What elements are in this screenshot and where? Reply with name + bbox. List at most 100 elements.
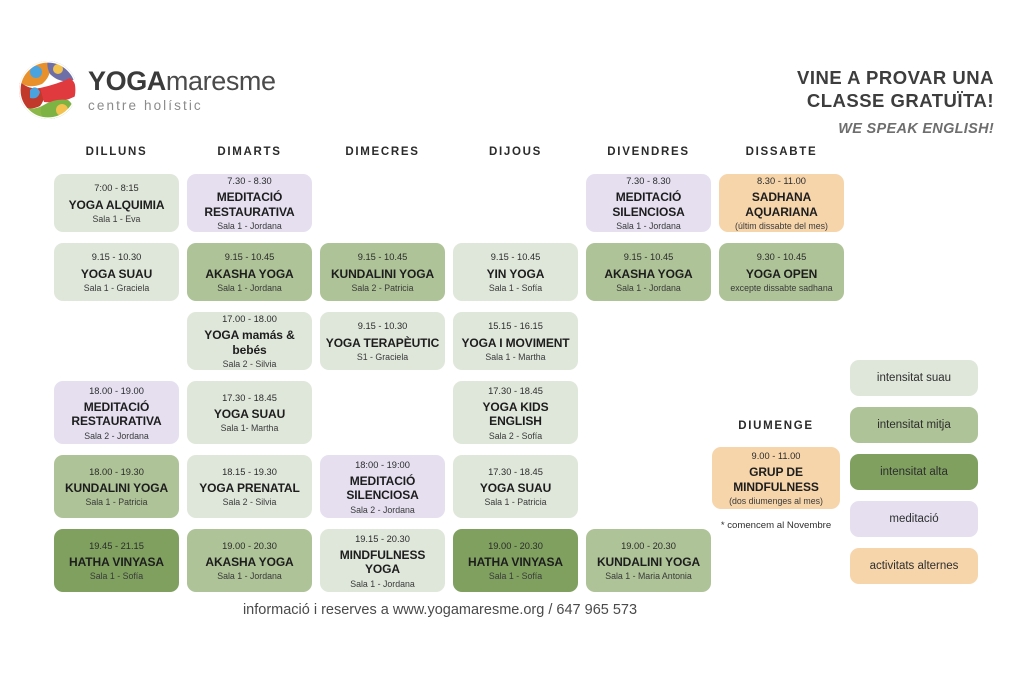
class-title: HATHA VINYASA: [468, 555, 563, 570]
class-time: 18.00 - 19.30: [89, 466, 144, 477]
legend-label: intensitat mitja: [877, 419, 951, 431]
class-card-yoga-i-moviment[interactable]: 15.15 - 16.15 YOGA I MOVIMENT Sala 1 - Mar…: [453, 312, 578, 370]
class-slot: 19.00 - 20.30 HATHA VINYASA Sala 1 - Sofía: [453, 529, 578, 592]
class-card-meditaci-restaurativa[interactable]: 18.00 - 19.00 MEDITACIÓ RESTAURATIVA Sala …: [54, 381, 179, 444]
class-title: MEDITACIÓ SILENCIOSA: [612, 190, 685, 219]
class-card-yoga-alquimia[interactable]: 7:00 - 8:15 YOGA ALQUIMIA Sala 1 - Eva: [54, 174, 179, 232]
yoga-circle-logo-icon: [18, 60, 78, 120]
class-title: KUNDALINI YOGA: [330, 266, 435, 281]
class-title: AKASHA YOGA: [604, 266, 693, 281]
day-column-dimarts: DIMARTS 7.30 - 8.30 MEDITACIÓ RESTAURATIVA…: [187, 146, 312, 603]
class-card-akasha-yoga[interactable]: 9.15 - 10.45 AKASHA YOGA Sala 1 - Jordana: [187, 243, 312, 301]
class-time: 9.15 - 10.45: [623, 252, 674, 263]
class-card-yoga-terap-utic[interactable]: 9.15 - 10.30 YOGA TERAPÈUTIC S1 - Graciela: [320, 312, 445, 370]
class-time: 9.15 - 10.30: [91, 252, 142, 263]
class-time: 7.30 - 8.30: [227, 176, 272, 187]
class-time: 9.15 - 10.30: [357, 321, 408, 332]
class-title: HATHA VINYASA: [69, 555, 164, 570]
brand-title-bold: YOGA: [88, 65, 166, 96]
day-column-dilluns: DILLUNS 7:00 - 8:15 YOGA ALQUIMIA Sala 1 - …: [54, 146, 179, 603]
class-card-grup-de-mindfulness[interactable]: 9.00 - 11.00 GRUP DE MINDFULNESS (dos di…: [712, 447, 840, 509]
day-header-dijous: DIJOUS: [488, 146, 543, 158]
day-column-dimecres: DIMECRES 9.15 - 10.45 KUNDALINI YOGA Sala 2…: [320, 146, 445, 603]
class-room: Sala 1 - Jordana: [217, 571, 282, 582]
class-card-meditaci-restaurativa[interactable]: 7.30 - 8.30 MEDITACIÓ RESTAURATIVA Sala 1 …: [187, 174, 312, 232]
class-room: Sala 1 - Sofía: [488, 282, 543, 293]
class-slot: 9.15 - 10.45 AKASHA YOGA Sala 1 - Jordana: [187, 243, 312, 301]
class-time: 19.15 - 20.30: [355, 533, 410, 544]
class-title: MEDITACIÓ RESTAURATIVA: [204, 190, 295, 219]
class-room: Sala 2 - Silvia: [222, 497, 277, 508]
class-card-yoga-prenatal[interactable]: 18.15 - 19.30 YOGA PRENATAL Sala 2 - Silvi…: [187, 455, 312, 518]
class-room: Sala 2 - Jordana: [84, 430, 149, 441]
class-card-akasha-yoga[interactable]: 9.15 - 10.45 AKASHA YOGA Sala 1 - Jordana: [586, 243, 711, 301]
class-title: YOGA I MOVIMENT: [461, 335, 570, 350]
promo-english: WE SPEAK ENGLISH!: [838, 120, 994, 137]
class-slot: 8.30 - 11.00 SADHANA AQUARIANA (últim diss…: [719, 174, 844, 232]
brand-text: YOGAmaresme centre holístic: [88, 65, 276, 113]
legend-item-meditaci: meditació: [850, 501, 978, 537]
empty-slot: [320, 381, 445, 444]
class-card-sadhana-aquariana[interactable]: 8.30 - 11.00 SADHANA AQUARIANA (últim diss…: [719, 174, 844, 232]
legend-item-activitats-alternes: activitats alternes: [850, 548, 978, 584]
class-slot: 17.00 - 18.00 YOGA mamás & bebés Sala 2 - …: [187, 312, 312, 370]
class-card-yoga-suau[interactable]: 17.30 - 18.45 YOGA SUAU Sala 1 - Patricia: [453, 455, 578, 518]
empty-slot: [719, 312, 844, 370]
class-time: 19.45 - 21.15: [89, 540, 144, 551]
day-header-diumenge: DIUMENGE: [738, 420, 814, 432]
class-card-hatha-vinyasa[interactable]: 19.45 - 21.15 HATHA VINYASA Sala 1 - Sofía: [54, 529, 179, 592]
class-card-mindfulness-yoga[interactable]: 19.15 - 20.30 MINDFULNESS YOGA Sala 1 - Jo…: [320, 529, 445, 592]
class-room: Sala 1 - Jordana: [616, 221, 681, 232]
class-room: Sala 1 - Sofía: [89, 571, 144, 582]
class-slot: 9.15 - 10.30 YOGA SUAU Sala 1 - Graciela: [54, 243, 179, 301]
class-title: AKASHA YOGA: [205, 555, 294, 570]
class-slot: 17.30 - 18.45 YOGA SUAU Sala 1- Martha: [187, 381, 312, 444]
empty-slot: [586, 455, 711, 518]
class-title: GRUP DE MINDFULNESS: [733, 465, 819, 494]
class-card-yoga-suau[interactable]: 9.15 - 10.30 YOGA SUAU Sala 1 - Graciela: [54, 243, 179, 301]
class-slot: 17.30 - 18.45 YOGA KIDS ENGLISH Sala 2 - S…: [453, 381, 578, 444]
legend: intensitat suau intensitat mitja intensita…: [850, 360, 978, 595]
class-time: 9.30 - 10.45: [756, 252, 807, 263]
class-room: excepte dissabte sadhana: [730, 282, 833, 293]
day-header-divendres: DIVENDRES: [607, 146, 690, 158]
class-title: KUNDALINI YOGA: [64, 481, 169, 496]
class-time: 7:00 - 8:15: [94, 183, 139, 194]
class-time: 15.15 - 16.15: [488, 321, 543, 332]
day-header-dissabte: DISSABTE: [745, 146, 818, 158]
class-slot: 15.15 - 16.15 YOGA I MOVIMENT Sala 1 - Mar…: [453, 312, 578, 370]
class-card-yoga-open[interactable]: 9.30 - 10.45 YOGA OPEN excepte dissabte sa…: [719, 243, 844, 301]
empty-slot: [320, 174, 445, 232]
class-room: Sala 1 - Graciela: [83, 282, 150, 293]
class-card-hatha-vinyasa[interactable]: 19.00 - 20.30 HATHA VINYASA Sala 1 - Sofía: [453, 529, 578, 592]
class-title: MEDITACIÓ SILENCIOSA: [346, 473, 419, 503]
class-room: Sala 2 - Patricia: [351, 282, 414, 293]
class-room: Sala 1 - Maria Antonia: [605, 571, 692, 582]
class-card-meditaci-silenciosa[interactable]: 18:00 - 19:00 MEDITACIÓ SILENCIOSA Sala 2 …: [320, 455, 445, 518]
class-card-yin-yoga[interactable]: 9.15 - 10.45 YIN YOGA Sala 1 - Sofía: [453, 243, 578, 301]
class-card-meditaci-silenciosa[interactable]: 7.30 - 8.30 MEDITACIÓ SILENCIOSA Sala 1 - …: [586, 174, 711, 232]
promo-block: VINE A PROVAR UNA CLASSE GRATUÏTA! WE SP…: [797, 66, 994, 137]
class-card-yoga-mam-s-beb-s[interactable]: 17.00 - 18.00 YOGA mamás & bebés Sala 2 - …: [187, 312, 312, 370]
day-column-dijous: DIJOUS 9.15 - 10.45 YIN YOGA Sala 1 - Sofía…: [453, 146, 578, 603]
class-slot: 19.00 - 20.30 AKASHA YOGA Sala 1 - Jordana: [187, 529, 312, 592]
class-card-kundalini-yoga[interactable]: 18.00 - 19.30 KUNDALINI YOGA Sala 1 - Patr…: [54, 455, 179, 518]
class-card-kundalini-yoga[interactable]: 9.15 - 10.45 KUNDALINI YOGA Sala 2 - Patri…: [320, 243, 445, 301]
class-room: Sala 1- Martha: [220, 423, 279, 434]
class-slot: 9.15 - 10.45 YIN YOGA Sala 1 - Sofía: [453, 243, 578, 301]
class-room: Sala 2 - Jordana: [350, 504, 415, 515]
class-room: (últim dissabte del mes): [735, 221, 828, 232]
day-header-dimecres: DIMECRES: [345, 146, 420, 158]
class-card-yoga-suau[interactable]: 17.30 - 18.45 YOGA SUAU Sala 1- Martha: [187, 381, 312, 444]
class-room: S1 - Graciela: [356, 351, 409, 362]
class-card-yoga-kids-english[interactable]: 17.30 - 18.45 YOGA KIDS ENGLISH Sala 2 - S…: [453, 381, 578, 444]
brand-subtitle: centre holístic: [88, 97, 203, 113]
class-card-akasha-yoga[interactable]: 19.00 - 20.30 AKASHA YOGA Sala 1 - Jordana: [187, 529, 312, 592]
class-title: YIN YOGA: [486, 266, 545, 281]
legend-item-intensitat-mitja: intensitat mitja: [850, 407, 978, 443]
class-slot: 7.30 - 8.30 MEDITACIÓ SILENCIOSA Sala 1 - …: [586, 174, 711, 232]
class-card-kundalini-yoga[interactable]: 19.00 - 20.30 KUNDALINI YOGA Sala 1 - Mari…: [586, 529, 711, 592]
class-slot: 9.15 - 10.45 KUNDALINI YOGA Sala 2 - Patri…: [320, 243, 445, 301]
class-room: Sala 1 - Martha: [485, 351, 546, 362]
class-time: 18:00 - 19:00: [355, 459, 410, 470]
